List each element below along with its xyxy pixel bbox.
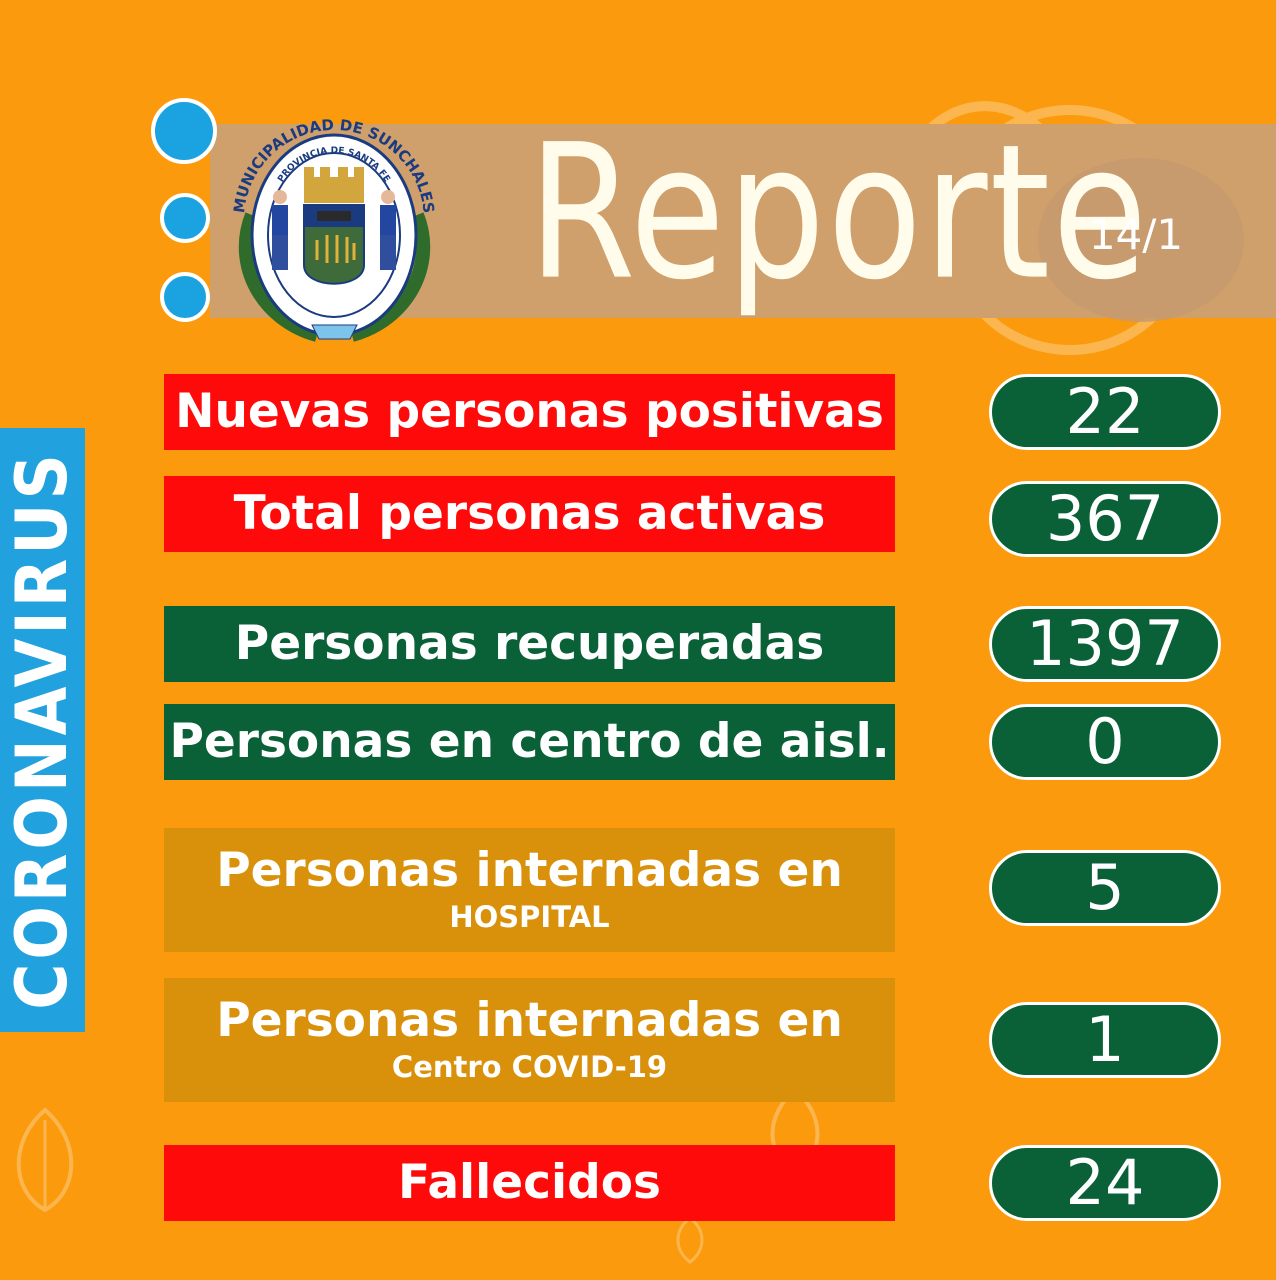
row-label-text: Personas internadas en	[216, 992, 843, 1048]
report-title: Reporte	[528, 103, 1150, 321]
sidebar-coronavirus: CORONAVIRUS	[0, 428, 85, 1032]
row-value-deceased: 24	[989, 1145, 1221, 1221]
row-label-recovered: Personas recuperadas	[164, 606, 895, 682]
row-label-text: Nuevas personas positivas	[175, 384, 884, 440]
row-value-hospital: 5	[989, 850, 1221, 926]
row-value-covid-center: 1	[989, 1002, 1221, 1078]
row-label-text: Personas internadas en	[216, 842, 843, 898]
row-label-text: Personas recuperadas	[234, 616, 825, 672]
date-circle	[1038, 158, 1244, 322]
row-label-text: Personas en centro de aisl.	[169, 714, 890, 770]
municipal-coat-of-arms-logo: MUNICIPALIDAD DE SUNCHALES PROVINCIA DE …	[230, 116, 438, 342]
report-date: 14/1	[1088, 210, 1184, 259]
row-label-covid-center: Personas internadas en Centro COVID-19	[164, 978, 895, 1102]
row-value-new-positive: 22	[989, 374, 1221, 450]
dot-decoration-icon	[160, 272, 210, 322]
row-value-total-active: 367	[989, 481, 1221, 557]
dot-decoration-icon	[160, 193, 210, 243]
row-label-text: Total personas activas	[233, 486, 826, 542]
row-label-hospital: Personas internadas en HOSPITAL	[164, 828, 895, 952]
row-label-text: Fallecidos	[397, 1155, 662, 1211]
sidebar-label: CORONAVIRUS	[1, 450, 83, 1010]
row-sublabel-text: HOSPITAL	[449, 900, 610, 935]
row-value-recovered: 1397	[989, 606, 1221, 682]
row-label-deceased: Fallecidos	[164, 1145, 895, 1221]
row-label-isolation-center: Personas en centro de aisl.	[164, 704, 895, 780]
row-label-new-positive: Nuevas personas positivas	[164, 374, 895, 450]
leaf-decoration-icon	[16, 1107, 74, 1213]
dot-decoration-icon	[151, 98, 217, 164]
leaf-decoration-icon	[676, 1216, 704, 1264]
row-value-isolation-center: 0	[989, 704, 1221, 780]
row-sublabel-text: Centro COVID-19	[391, 1050, 668, 1085]
row-label-total-active: Total personas activas	[164, 476, 895, 552]
